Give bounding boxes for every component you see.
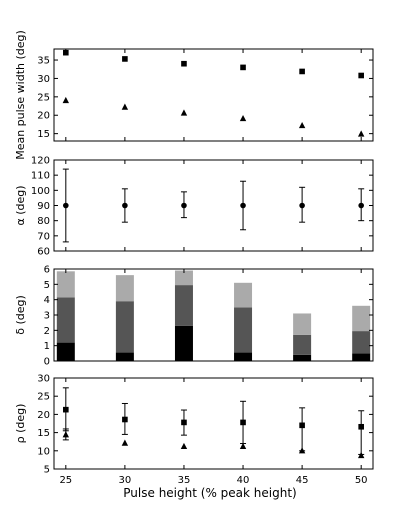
point-mean-pulse-width-s1-45 <box>298 121 306 129</box>
point-rho-s1-25 <box>62 431 70 438</box>
ytick-label-alpha-110: 110 <box>31 171 50 182</box>
xtick-label-50: 50 <box>355 475 368 486</box>
bar-delta-25-s0 <box>56 342 75 361</box>
point-alpha-s0-45 <box>299 202 305 209</box>
point-rho-s0-35 <box>181 419 187 426</box>
ytick-label-alpha-60: 60 <box>37 247 50 258</box>
xtick-label-25: 25 <box>59 475 72 486</box>
bar-delta-50-s1 <box>352 331 371 354</box>
point-rho-s0-25 <box>63 406 69 413</box>
point-mean-pulse-width-s0-35 <box>181 60 187 67</box>
ylabel-mean-pulse-width: Mean pulse width (deg) <box>14 30 27 160</box>
ylabel-rho: ρ (deg) <box>14 404 27 444</box>
ytick-label-delta-1: 1 <box>44 341 50 352</box>
ytick-label-delta-2: 2 <box>44 326 50 337</box>
ytick-label-rho-15: 15 <box>37 428 50 439</box>
bar-delta-40-s1 <box>234 307 253 353</box>
panel-rho: 5 10 15 20 25 30 25 30 35 40 45 50 ρ (deg) <box>14 374 374 486</box>
point-mean-pulse-width-s1-30 <box>121 103 129 110</box>
panel-delta: 0 1 2 3 4 5 6 δ (deg) <box>14 265 374 368</box>
ytick-label-rho-30: 30 <box>37 374 50 385</box>
bar-delta-35-s0 <box>174 325 193 361</box>
point-mean-pulse-width-s0-40 <box>240 64 246 71</box>
point-rho-s0-40 <box>240 419 246 426</box>
ytick-label-rho-20: 20 <box>37 410 50 421</box>
bar-delta-25-s2 <box>56 271 75 298</box>
point-mean-pulse-width-s0-50 <box>358 72 364 79</box>
ytick-label-mean-pulse-width-20: 20 <box>37 111 50 122</box>
point-rho-s1-35 <box>180 442 188 450</box>
xtick-label-40: 40 <box>237 475 250 486</box>
ytick-label-delta-3: 3 <box>44 311 50 322</box>
point-alpha-s0-50 <box>358 202 364 209</box>
frame-rho <box>53 377 374 470</box>
ytick-label-delta-6: 6 <box>44 265 50 276</box>
ytick-label-alpha-120: 120 <box>31 156 50 167</box>
frame-delta <box>53 268 374 362</box>
point-rho-s1-45 <box>298 447 306 454</box>
frame-alpha <box>53 159 374 252</box>
panel-mean-pulse-width: 15 20 25 30 35 Mean pulse width (deg) <box>14 30 374 160</box>
bar-delta-45-s1 <box>293 334 312 355</box>
point-mean-pulse-width-s1-35 <box>180 109 188 116</box>
ylabel-delta: δ (deg) <box>14 295 27 335</box>
point-alpha-s0-35 <box>181 202 187 209</box>
ytick-label-mean-pulse-width-15: 15 <box>37 129 50 140</box>
ylabel-alpha: α (deg) <box>14 185 27 225</box>
ytick-label-mean-pulse-width-35: 35 <box>37 56 50 67</box>
ytick-label-alpha-100: 100 <box>31 186 50 197</box>
ytick-label-rho-5: 5 <box>44 465 50 476</box>
point-mean-pulse-width-s1-40 <box>239 114 247 122</box>
x-axis-label: Pulse height (% peak height) <box>123 486 296 500</box>
point-mean-pulse-width-s1-25 <box>62 96 70 104</box>
point-alpha-s0-25 <box>63 202 69 209</box>
xtick-label-45: 45 <box>296 475 309 486</box>
ytick-label-delta-0: 0 <box>44 357 50 368</box>
ytick-label-mean-pulse-width-25: 25 <box>37 92 50 103</box>
point-alpha-s0-40 <box>240 202 246 209</box>
bar-delta-30-s2 <box>115 275 134 302</box>
frame-mean-pulse-width <box>53 48 374 142</box>
point-mean-pulse-width-s0-30 <box>122 56 128 62</box>
point-rho-s1-40 <box>239 442 247 450</box>
point-alpha-s0-30 <box>122 202 128 209</box>
xtick-label-30: 30 <box>119 475 132 486</box>
bar-delta-30-s0 <box>115 352 134 361</box>
ytick-label-delta-4: 4 <box>44 295 50 306</box>
bar-delta-30-s1 <box>115 301 134 353</box>
panel-alpha: 60 70 80 90 100 110 120 α (deg) <box>14 156 374 258</box>
ytick-label-rho-10: 10 <box>37 446 50 457</box>
ytick-label-mean-pulse-width-30: 30 <box>37 74 50 85</box>
ytick-label-alpha-90: 90 <box>37 201 50 212</box>
point-rho-s0-30 <box>122 416 128 423</box>
point-mean-pulse-width-s0-25 <box>63 49 69 56</box>
bar-delta-35-s2 <box>174 270 193 286</box>
xtick-label-35: 35 <box>178 475 191 486</box>
bar-delta-35-s1 <box>174 285 193 326</box>
ytick-label-alpha-70: 70 <box>37 231 50 242</box>
point-mean-pulse-width-s0-45 <box>299 68 305 75</box>
ytick-label-rho-25: 25 <box>37 392 50 403</box>
bar-delta-40-s2 <box>234 282 253 308</box>
bar-delta-50-s2 <box>352 305 371 332</box>
point-mean-pulse-width-s1-50 <box>357 130 365 137</box>
bar-delta-40-s0 <box>234 352 253 361</box>
bar-delta-25-s1 <box>56 297 75 343</box>
point-rho-s1-30 <box>121 439 129 446</box>
ytick-label-delta-5: 5 <box>44 280 50 291</box>
point-rho-s1-50 <box>357 451 365 459</box>
bar-delta-45-s2 <box>293 313 312 335</box>
point-rho-s0-50 <box>358 423 364 430</box>
point-rho-s0-45 <box>299 422 305 429</box>
ytick-label-alpha-80: 80 <box>37 216 50 227</box>
